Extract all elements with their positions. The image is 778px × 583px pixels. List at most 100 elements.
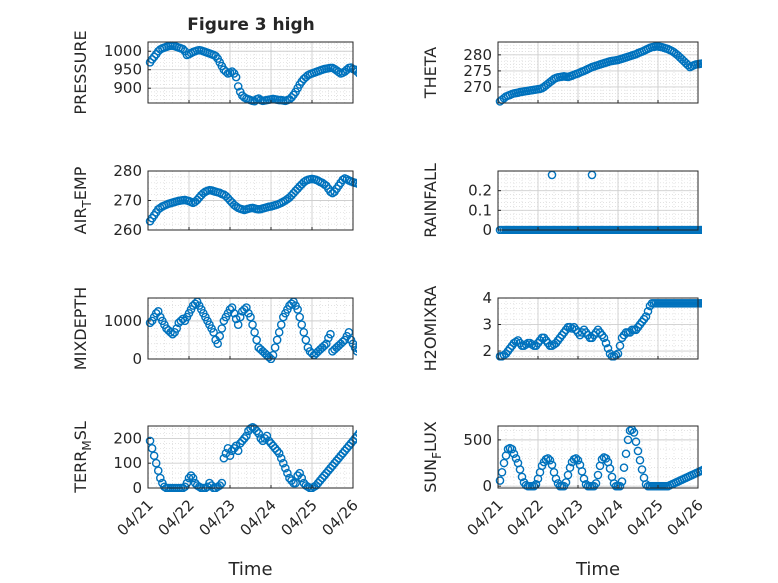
data-point: [605, 464, 615, 473]
data-point: [274, 448, 284, 458]
data-point: [629, 428, 639, 437]
data-point: [517, 472, 527, 482]
x-tick-label: 04/24: [237, 496, 280, 539]
axes-background: [498, 171, 698, 230]
data-point: [322, 468, 331, 478]
data-point: [511, 454, 521, 463]
y-tick-label: 100: [113, 454, 142, 472]
data-point: [360, 71, 367, 78]
data-point: [352, 431, 357, 441]
data-point: [342, 65, 352, 75]
data-point: [635, 455, 645, 465]
data-point: [322, 339, 331, 349]
axes-box: [497, 425, 699, 489]
x-tick-label: 04/23: [196, 496, 239, 539]
data-point: [227, 446, 237, 456]
data-point: [254, 429, 264, 438]
data-point: [603, 344, 613, 353]
data-point: [240, 434, 249, 443]
data-point: [182, 478, 192, 488]
subplot-4: 0 0.10.2 RAINFALL: [421, 163, 711, 239]
y-tick-label: 0.1: [468, 201, 492, 219]
data-point: [360, 425, 367, 432]
y-axis-label-suffix: SL: [71, 421, 90, 440]
y-tick-label: 200: [113, 429, 142, 447]
data-point: [356, 430, 357, 432]
data-point: [178, 44, 188, 54]
data-point: [233, 320, 243, 329]
axes-box: [147, 41, 354, 104]
data-point: [276, 320, 286, 329]
data-point: [619, 463, 629, 472]
data-point: [356, 346, 357, 349]
axes-box: [497, 297, 699, 360]
data-point: [633, 446, 643, 456]
data-point: [338, 337, 348, 347]
x-axis-label: Time: [575, 559, 620, 580]
data-point: [699, 59, 702, 67]
y-tick-label: 0.2: [468, 182, 492, 200]
data-point: [704, 226, 711, 233]
data-point: [217, 478, 227, 488]
data-point: [217, 324, 227, 333]
data-point: [350, 343, 357, 352]
data-point: [621, 449, 631, 459]
data-point: [242, 303, 251, 312]
axes-box: [497, 41, 699, 104]
data-point: [233, 82, 243, 91]
y-axis-label-suffix: EMP: [71, 166, 90, 200]
data-point: [340, 446, 350, 456]
x-tick-label: 04/21: [464, 496, 507, 539]
data-point: [495, 476, 505, 485]
data-point: [338, 448, 348, 458]
data-point: [641, 312, 651, 321]
data-point: [328, 461, 337, 470]
y-tick-label: 0: [482, 221, 492, 239]
data-point: [215, 331, 225, 341]
y-axis-label: H2OMIXRA: [421, 286, 440, 372]
data-point: [507, 444, 517, 454]
y-axis-label-suffix: LUX: [421, 421, 440, 452]
data-point: [276, 453, 286, 463]
data-point: [168, 329, 177, 339]
data-point: [313, 478, 323, 488]
y-axis-label: TERRMSL: [71, 421, 94, 494]
data-point: [166, 328, 175, 337]
x-tick-label: 04/22: [504, 496, 547, 539]
data-point: [354, 69, 357, 78]
data-points: [495, 425, 702, 491]
y-axis-label-subscript: F: [430, 452, 444, 459]
data-point: [295, 312, 305, 322]
y-axis-label: AIRTEMP: [71, 166, 94, 234]
data-point: [579, 474, 589, 484]
data-point: [509, 449, 519, 459]
y-axis-label: PRESSURE: [71, 30, 90, 114]
data-point: [233, 446, 243, 456]
data-point: [317, 473, 327, 483]
data-point: [266, 439, 276, 448]
data-point: [704, 300, 711, 307]
data-point: [252, 335, 261, 345]
data-point: [149, 52, 159, 62]
y-axis-label: SUNFLUX: [421, 421, 444, 493]
data-point: [235, 439, 245, 448]
data-point: [209, 328, 218, 337]
y-tick-label: 0: [132, 350, 142, 368]
data-point: [242, 431, 251, 441]
axes-box: [147, 297, 354, 360]
data-points: [145, 174, 357, 226]
y-tick-label: 1000: [104, 42, 142, 60]
y-tick-label: 275: [463, 62, 492, 80]
subplot-5: 0 1000 MIXDEPTH: [71, 287, 357, 370]
data-point: [631, 437, 641, 447]
data-point: [346, 63, 356, 72]
data-point: [567, 324, 577, 333]
data-point: [319, 341, 329, 350]
data-point: [593, 470, 603, 480]
x-axis-label: Time: [227, 559, 272, 580]
data-point: [545, 455, 555, 465]
